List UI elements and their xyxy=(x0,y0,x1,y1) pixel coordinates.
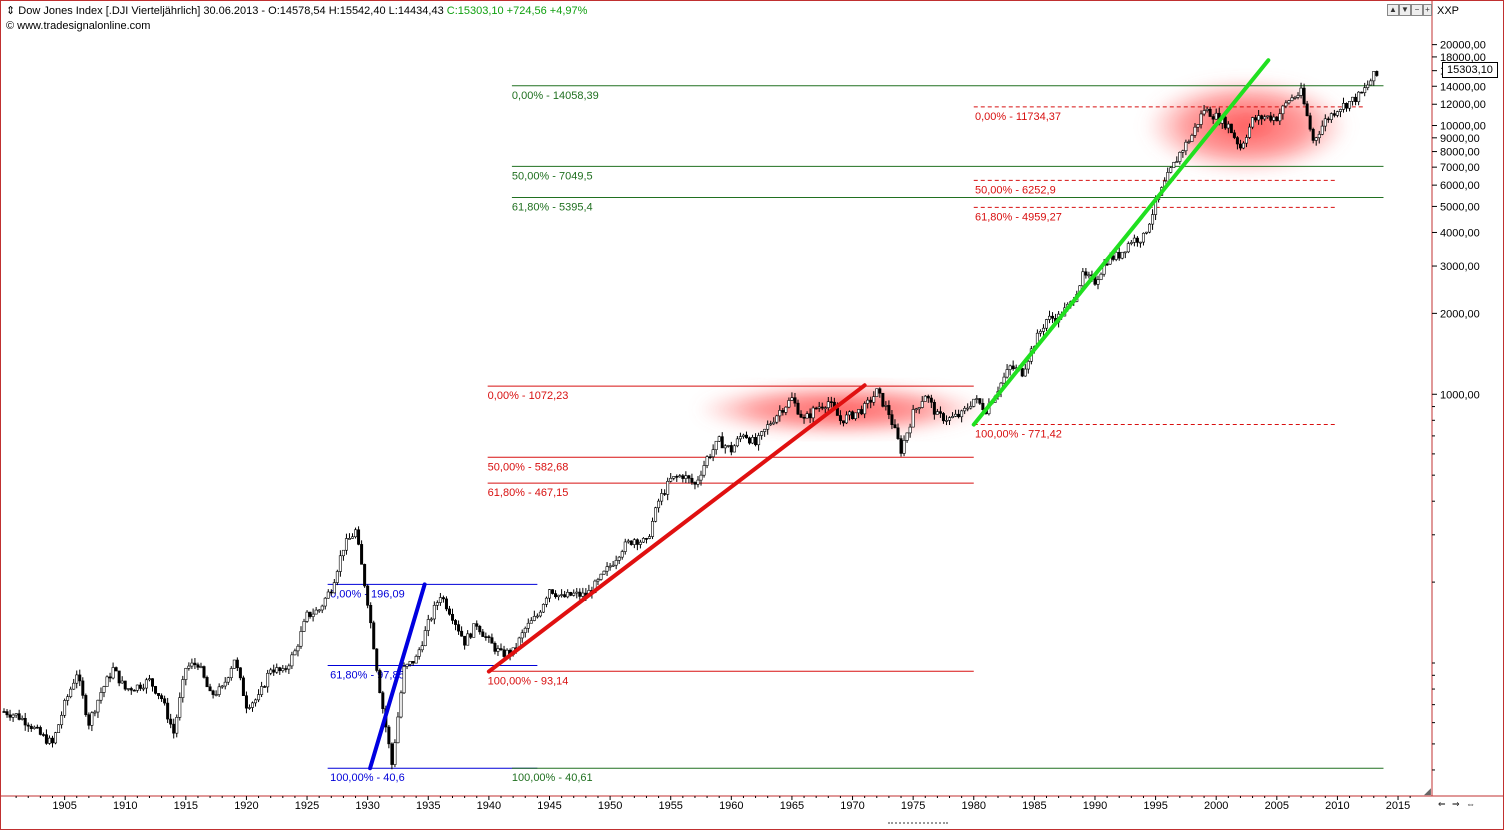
instrument-ohlc: Dow Jones Index [.DJI Vierteljährlich] 3… xyxy=(18,5,447,17)
fib-level-label: 0,00% - 14058,39 xyxy=(512,90,599,102)
x-tick-label: 1995 xyxy=(1143,800,1167,812)
trendline-3[interactable] xyxy=(971,58,1271,427)
scroll-left-icon[interactable]: ⇐ xyxy=(1438,799,1446,809)
y-tick-label: 2000,00 xyxy=(1440,308,1480,320)
x-tick-label: 1905 xyxy=(52,800,76,812)
close-change: C:15303,10 +724,56 +4,97% xyxy=(446,5,588,17)
fib-level-label: 100,00% - 93,14 xyxy=(488,675,569,687)
x-tick-label: 1945 xyxy=(537,800,561,812)
candle-series xyxy=(2,70,1379,770)
y-tick-label: 12000,00 xyxy=(1440,99,1486,111)
resistance-zone-1 xyxy=(694,383,986,436)
y-tick-label: 9000,00 xyxy=(1440,133,1480,145)
x-tick-label: 1965 xyxy=(780,800,804,812)
last-price-badge: 15303,10 xyxy=(1442,62,1498,78)
y-tick-label: 5000,00 xyxy=(1440,201,1480,213)
fib-level-label: 61,80% - 467,15 xyxy=(488,487,569,499)
splitter-handle[interactable] xyxy=(888,822,948,828)
y-tick-label: 14000,00 xyxy=(1440,81,1486,93)
x-tick-label: 1930 xyxy=(355,800,379,812)
instrument-icon: ⇕ xyxy=(6,5,19,17)
x-tick-label: 1950 xyxy=(598,800,622,812)
fib-level-label: 0,00% - 11734,37 xyxy=(975,111,1061,123)
x-tick-label: 2005 xyxy=(1265,800,1289,812)
fib-level-label: 100,00% - 771,42 xyxy=(975,429,1062,441)
y-tick-label: 7000,00 xyxy=(1440,162,1480,174)
fib-level-label: 0,00% - 1072,23 xyxy=(488,390,569,402)
fib-level-label: 50,00% - 7049,5 xyxy=(512,170,593,182)
x-tick-label: 1940 xyxy=(477,800,501,812)
fib-level-label: 100,00% - 40,61 xyxy=(512,772,593,784)
zoom-out-icon[interactable]: − xyxy=(1411,4,1423,16)
fib-level-label: 50,00% - 6252,9 xyxy=(975,184,1056,196)
x-tick-label: 1955 xyxy=(658,800,682,812)
fib-level-label: 50,00% - 582,68 xyxy=(488,461,569,473)
x-tick-label: 1910 xyxy=(113,800,137,812)
fib-level-label: 100,00% - 40,6 xyxy=(330,772,405,784)
y-tick-label: 8000,00 xyxy=(1440,147,1480,159)
x-tick-label: 2000 xyxy=(1204,800,1228,812)
scroll-up-icon[interactable]: ▲ xyxy=(1387,4,1399,16)
x-tick-label: 1960 xyxy=(719,800,743,812)
x-tick-label: 1975 xyxy=(901,800,925,812)
trendline-2[interactable] xyxy=(486,383,867,674)
fib-level-label: 61,80% - 97,85 xyxy=(330,670,405,682)
y-tick-label: 1000,00 xyxy=(1440,389,1480,401)
x-tick-label: 1985 xyxy=(1022,800,1046,812)
resistance-zone-2 xyxy=(1143,78,1350,175)
y-tick-label: 6000,00 xyxy=(1440,180,1480,192)
x-tick-label: 2010 xyxy=(1325,800,1349,812)
fib-level-label: 61,80% - 5395,4 xyxy=(512,202,593,214)
resize-grip-icon[interactable]: ◢ xyxy=(1424,786,1431,796)
source-credit: © www.tradesignalonline.com xyxy=(6,20,151,32)
x-tick-label: 1920 xyxy=(234,800,258,812)
instrument-header: ⇕ Dow Jones Index [.DJI Vierteljährlich]… xyxy=(6,4,587,17)
x-tick-label: 1970 xyxy=(840,800,864,812)
x-tick-label: 1925 xyxy=(295,800,319,812)
fit-icon[interactable]: ⇔ xyxy=(1466,799,1475,809)
y-tick-label: 10000,00 xyxy=(1440,121,1486,133)
x-tick-label: 1915 xyxy=(174,800,198,812)
y-tick-label: 4000,00 xyxy=(1440,227,1480,239)
fib-level-label: 61,80% - 4959,27 xyxy=(975,211,1062,223)
x-tick-label: 2015 xyxy=(1386,800,1410,812)
trendline-1[interactable] xyxy=(368,582,427,771)
x-tick-label: 1935 xyxy=(416,800,440,812)
x-tick-label: 1980 xyxy=(962,800,986,812)
zoom-in-icon[interactable]: + xyxy=(1423,4,1432,16)
x-tick-label: 1990 xyxy=(1083,800,1107,812)
y-tick-label: 18000,00 xyxy=(1440,52,1486,64)
scroll-down-icon[interactable]: ▼ xyxy=(1399,4,1411,16)
scroll-right-icon[interactable]: ⇒ xyxy=(1452,799,1460,809)
y-tick-label: 20000,00 xyxy=(1440,40,1486,52)
y-tick-label: 3000,00 xyxy=(1440,261,1480,273)
axis-tag: XXP xyxy=(1437,5,1460,17)
